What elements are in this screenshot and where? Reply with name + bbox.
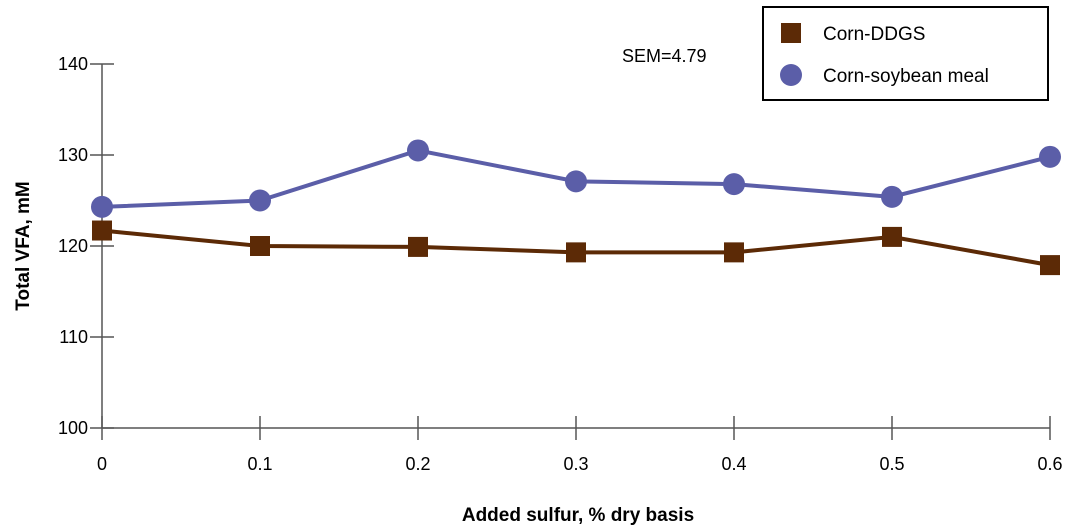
- data-point-corn-ddgs: [1040, 255, 1060, 276]
- legend-marker-corn-ddgs: [781, 23, 801, 43]
- data-point-corn-soybean-meal: [407, 139, 429, 162]
- axes: 100 110 120 130 140 0 0.1 0.2 0.3 0.4 0.5 0.6: [58, 54, 1063, 474]
- x-tick-label: 0.4: [721, 454, 746, 474]
- series-layer: [91, 139, 1061, 276]
- data-point-corn-soybean-meal: [723, 173, 745, 196]
- legend: Corn-DDGS Corn-soybean meal: [762, 6, 1049, 101]
- y-tick-label: 120: [58, 236, 88, 256]
- data-point-corn-soybean-meal: [1039, 145, 1061, 168]
- x-tick-label: 0: [97, 454, 107, 474]
- x-tick-label: 0.2: [405, 454, 430, 474]
- data-point-corn-ddgs: [250, 236, 270, 256]
- data-point-corn-ddgs: [724, 242, 744, 263]
- y-axis-title: Total VFA, mM: [13, 181, 34, 310]
- y-tick-label: 130: [58, 145, 88, 165]
- data-point-corn-soybean-meal: [91, 195, 113, 218]
- data-point-corn-ddgs: [92, 220, 112, 241]
- x-tick-label: 0.1: [247, 454, 272, 474]
- x-tick-label: 0.3: [563, 454, 588, 474]
- y-tick-label: 140: [58, 54, 88, 74]
- legend-box: [762, 6, 1049, 101]
- legend-label-corn-soybean-meal: Corn-soybean meal: [823, 66, 989, 87]
- data-point-corn-ddgs: [882, 226, 902, 247]
- x-ticks: 0 0.1 0.2 0.3 0.4 0.5 0.6: [97, 416, 1063, 474]
- data-point-corn-soybean-meal: [565, 170, 587, 193]
- legend-label-corn-ddgs: Corn-DDGS: [823, 24, 925, 45]
- y-tick-label: 100: [58, 418, 88, 438]
- y-tick-label: 110: [59, 327, 88, 347]
- y-ticks: 100 110 120 130 140: [58, 54, 114, 438]
- data-point-corn-soybean-meal: [249, 189, 271, 212]
- data-point-corn-soybean-meal: [881, 185, 903, 208]
- x-axis-title: Added sulfur, % dry basis: [462, 505, 694, 526]
- data-point-corn-ddgs: [566, 242, 586, 263]
- x-tick-label: 0.6: [1037, 454, 1062, 474]
- legend-marker-corn-soybean-meal: [780, 64, 802, 86]
- data-point-corn-ddgs: [408, 236, 428, 257]
- x-tick-label: 0.5: [879, 454, 904, 474]
- sem-annotation: SEM=4.79: [622, 46, 707, 66]
